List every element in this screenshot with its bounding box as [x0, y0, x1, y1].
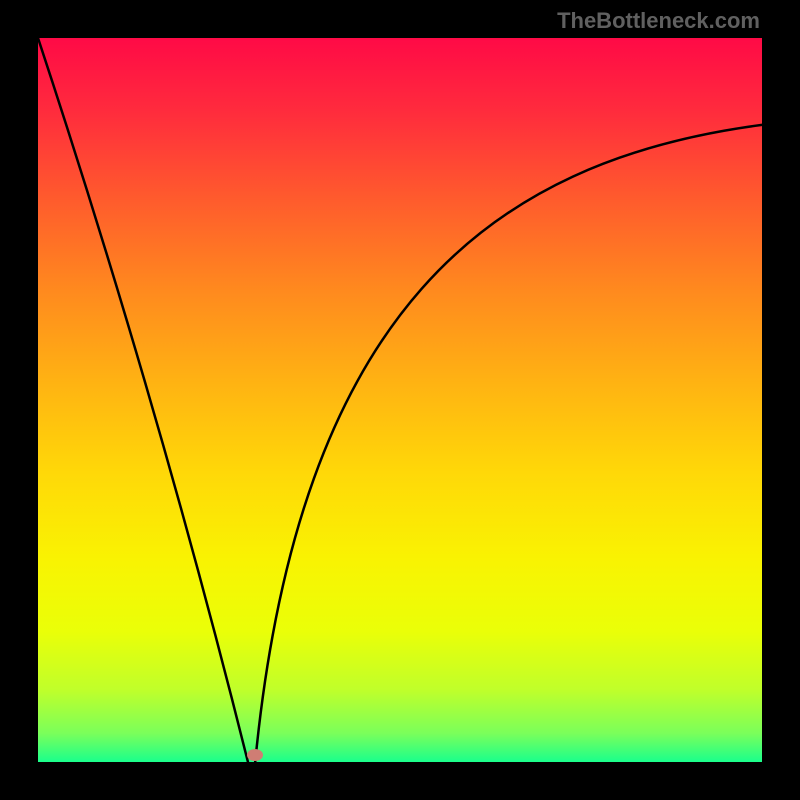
bottleneck-curve — [38, 38, 762, 762]
optimum-marker — [247, 749, 263, 761]
watermark-text: TheBottleneck.com — [557, 8, 760, 34]
